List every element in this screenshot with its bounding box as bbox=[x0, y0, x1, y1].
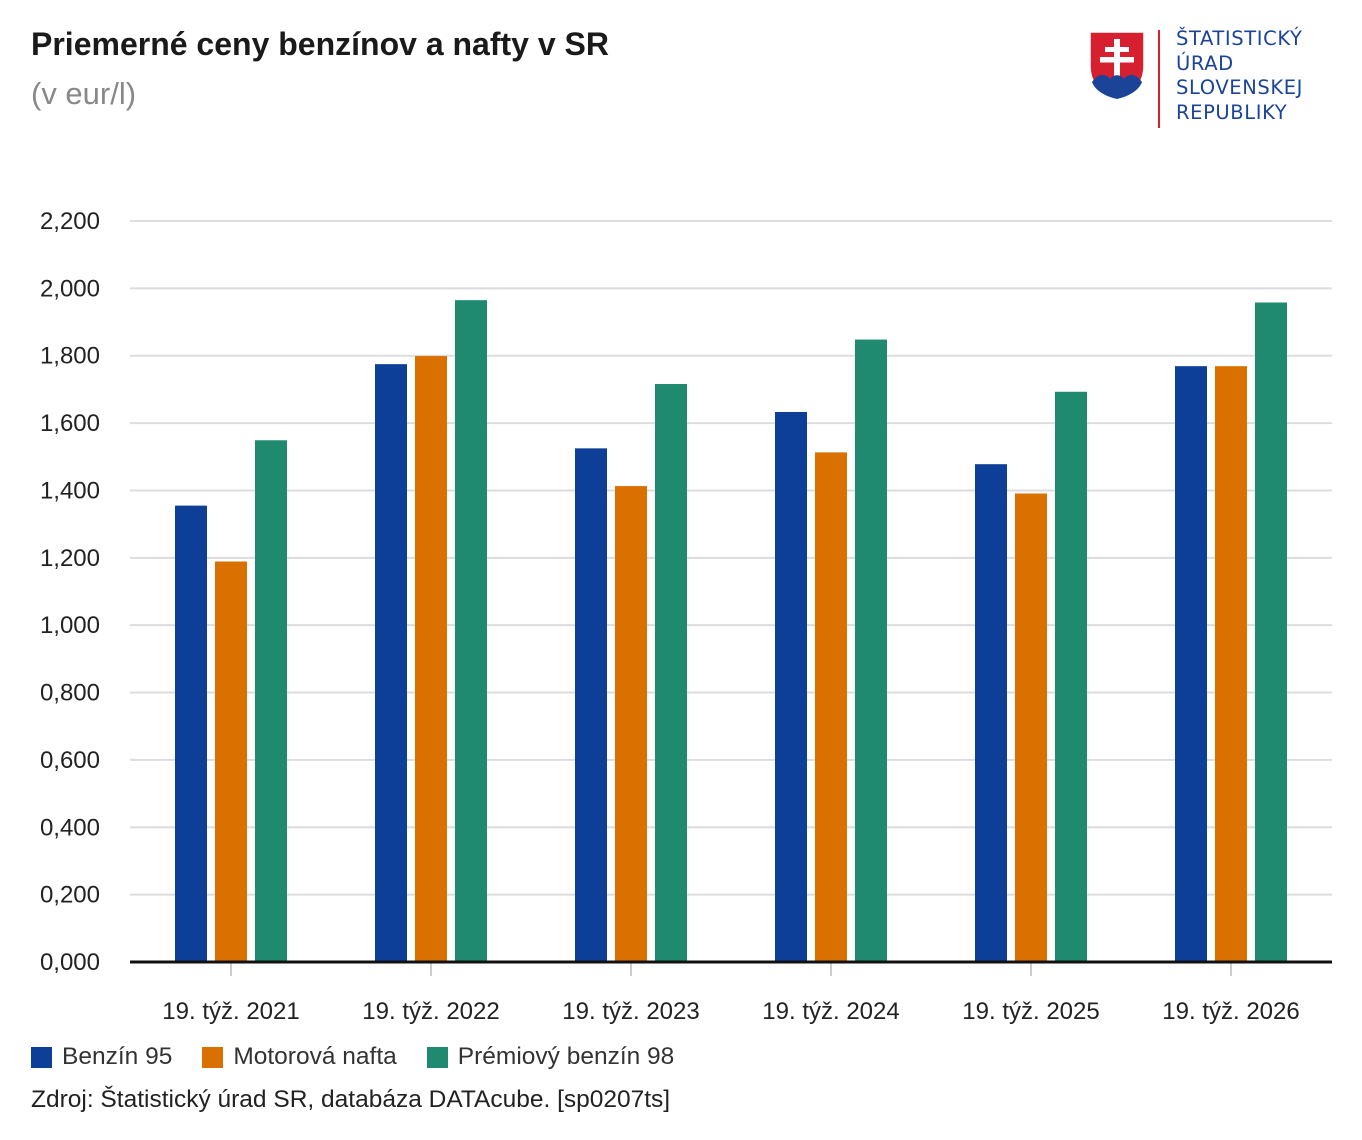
bar bbox=[615, 486, 647, 962]
bar bbox=[975, 464, 1007, 962]
legend-item: Prémiový benzín 98 bbox=[426, 1043, 675, 1071]
y-tick-label: 1,400 bbox=[40, 477, 100, 504]
chart-subtitle: (v eur/l) bbox=[31, 76, 137, 111]
x-tick-label: 19. týž. 2022 bbox=[362, 998, 499, 1025]
x-tick-label: 19. týž. 2021 bbox=[162, 998, 299, 1025]
logo-text-line: REPUBLIKY bbox=[1176, 100, 1288, 124]
bar bbox=[775, 411, 807, 962]
bar bbox=[855, 339, 887, 962]
bar bbox=[1055, 391, 1087, 962]
y-tick-label: 2,200 bbox=[40, 208, 100, 235]
y-tick-label: 0,800 bbox=[40, 680, 100, 707]
legend-swatch bbox=[426, 1046, 448, 1068]
slovak-coat-of-arms-icon bbox=[1089, 31, 1145, 100]
bar bbox=[1015, 493, 1047, 962]
chart-legend: Benzín 95 Motorová nafta Prémiový benzín 9… bbox=[31, 1040, 704, 1074]
bar-chart: 0,000 0,200 0,400 0,600 0,800 1,000 1,200 1,400… bbox=[40, 208, 1332, 1025]
y-tick-label: 0,000 bbox=[40, 949, 100, 976]
y-tick-label: 0,200 bbox=[40, 882, 100, 909]
x-tick-label: 19. týž. 2023 bbox=[562, 998, 699, 1025]
bar bbox=[655, 384, 687, 962]
x-tick-label: 19. týž. 2024 bbox=[762, 998, 899, 1025]
bar bbox=[415, 356, 447, 962]
legend-item: Motorová nafta bbox=[202, 1043, 397, 1071]
logo-text-line: ÚRAD bbox=[1176, 51, 1234, 75]
bar bbox=[175, 505, 207, 962]
bar bbox=[815, 452, 847, 962]
legend-label: Benzín 95 bbox=[62, 1043, 173, 1070]
bar bbox=[1175, 366, 1207, 962]
legend-label: Motorová nafta bbox=[233, 1043, 397, 1070]
legend-swatch bbox=[202, 1046, 224, 1068]
y-tick-label: 1,200 bbox=[40, 545, 100, 572]
source-note: Zdroj: Štatistický úrad SR, databáza DAT… bbox=[31, 1086, 671, 1113]
y-tick-label: 1,600 bbox=[40, 410, 100, 437]
x-tick-label: 19. týž. 2025 bbox=[962, 998, 1099, 1025]
legend-swatch bbox=[31, 1046, 52, 1068]
bar bbox=[455, 300, 487, 962]
logo-text-line: SLOVENSKEJ bbox=[1176, 76, 1304, 99]
bar bbox=[1255, 302, 1287, 962]
bar bbox=[375, 364, 407, 963]
chart-title: Priemerné ceny benzínov a nafty v SR bbox=[31, 26, 609, 62]
y-tick-label: 1,000 bbox=[40, 612, 100, 639]
legend-item: Benzín 95 bbox=[31, 1043, 172, 1071]
y-tick-label: 1,800 bbox=[40, 343, 100, 370]
bar bbox=[215, 561, 247, 962]
legend-label: Prémiový benzín 98 bbox=[457, 1043, 675, 1070]
logo-divider bbox=[1158, 30, 1160, 128]
bar bbox=[1215, 366, 1247, 962]
y-tick-label: 2,000 bbox=[40, 275, 100, 302]
logo-text: ŠTATISTICKÝ ÚRAD SLOVENSKEJ REPUBLIKY bbox=[1176, 27, 1303, 125]
y-tick-label: 0,400 bbox=[40, 814, 100, 841]
statistical-office-logo: ŠTATISTICKÝ ÚRAD SLOVENSKEJ REPUBLIKY bbox=[1086, 27, 1336, 129]
logo-text-line: ŠTATISTICKÝ bbox=[1176, 27, 1303, 50]
bar bbox=[255, 440, 287, 962]
bar bbox=[575, 448, 607, 962]
y-tick-label: 0,600 bbox=[40, 747, 100, 774]
x-tick-label: 19. týž. 2026 bbox=[1162, 998, 1299, 1025]
